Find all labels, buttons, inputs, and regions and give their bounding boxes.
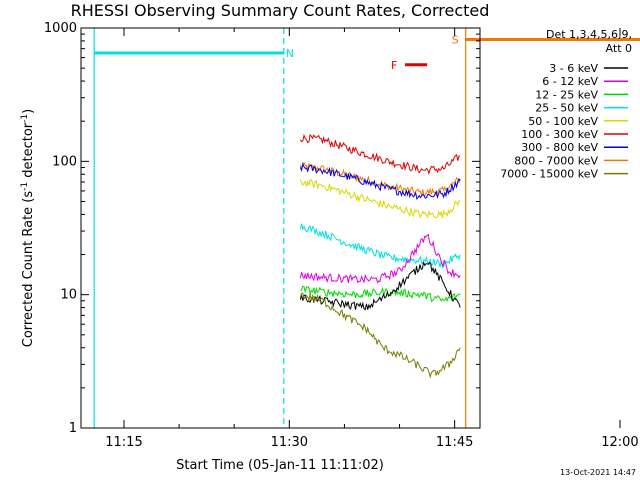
y-axis-label-sup1: -1 — [20, 182, 30, 191]
legend-label: 25 - 50 keV — [535, 102, 598, 115]
legend-label: 3 - 6 keV — [549, 62, 598, 75]
y-axis-label-mid: detector — [21, 122, 36, 182]
series-1-segment-0 — [299, 133, 461, 176]
y-tick-label: 1 — [69, 421, 77, 436]
legend-label: 50 - 100 keV — [528, 115, 598, 128]
y-tick-label: 100 — [52, 154, 77, 169]
saa-label: S — [452, 33, 459, 46]
series-8-segment-0 — [299, 292, 461, 379]
series-3-segment-0 — [299, 179, 461, 219]
x-axis-label: Start Time (05-Jan-11 11:11:02) — [176, 458, 384, 473]
y-axis-label-end: ) — [21, 109, 36, 114]
x-tick-label: 11:45 — [436, 435, 473, 450]
flare-label: F — [391, 59, 397, 72]
legend-label: 300 - 800 keV — [521, 141, 598, 154]
y-axis: 1 10 100 1000 — [44, 21, 480, 436]
events-layer: N S F — [93, 28, 640, 428]
y-tick-label: 1000 — [44, 21, 77, 36]
series-2-segment-0 — [299, 162, 461, 200]
series-7-segment-0 — [299, 261, 461, 311]
chart-title: RHESSI Observing Summary Count Rates, Co… — [71, 1, 490, 20]
legend-label: 6 - 12 keV — [542, 75, 598, 88]
legend-header-2: Att 0 — [606, 42, 632, 55]
series-0-segment-0 — [299, 161, 461, 198]
y-axis-label-sup2: -1 — [20, 114, 30, 123]
plot-frame — [80, 27, 481, 429]
timestamp: 13-Oct-2021 14:47 — [560, 468, 636, 477]
legend-header-1: Det 1,3,4,5,6,9, — [546, 28, 632, 41]
legend-label: 800 - 7000 keV — [514, 154, 598, 167]
x-tick-label: 11:30 — [271, 435, 308, 450]
y-axis-label: Corrected Count Rate (s-1 detector-1) — [20, 109, 36, 347]
night-label: N — [286, 47, 294, 60]
series-5-segment-0 — [299, 233, 461, 284]
y-tick-label: 10 — [60, 288, 77, 303]
plot-area — [81, 28, 480, 428]
series-4-segment-0 — [299, 223, 461, 268]
x-tick-label: 11:15 — [105, 435, 142, 450]
y-axis-label-main: Corrected Count Rate (s — [21, 191, 36, 348]
series-6-segment-0 — [300, 285, 461, 303]
x-tick-label: 12:00 — [601, 435, 638, 450]
legend-label: 7000 - 15000 keV — [500, 168, 598, 181]
series-layer — [299, 133, 461, 379]
legend-label: 100 - 300 keV — [521, 128, 598, 141]
legend-label: 12 - 25 keV — [535, 88, 598, 101]
